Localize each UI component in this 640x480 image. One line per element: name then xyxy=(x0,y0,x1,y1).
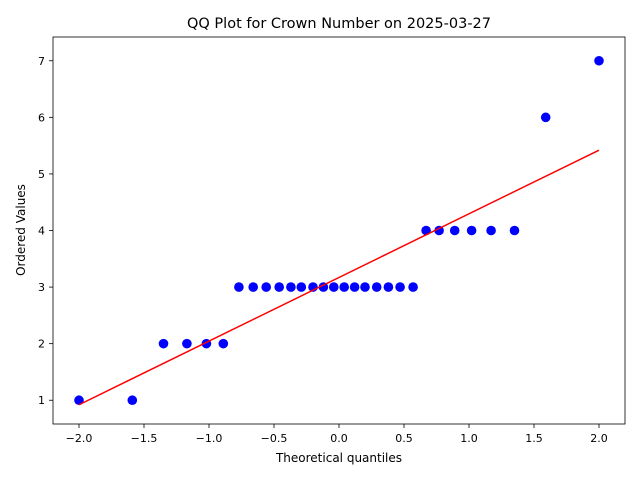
y-tick-label: 4 xyxy=(38,225,45,238)
y-tick-label: 2 xyxy=(38,338,45,351)
data-point-24 xyxy=(449,225,460,236)
x-tick-label: −0.5 xyxy=(261,432,288,445)
data-point-17 xyxy=(360,282,370,292)
x-tick-label: −2.0 xyxy=(66,432,93,445)
fit-line xyxy=(78,149,600,406)
data-point-10 xyxy=(286,282,296,292)
data-point-9 xyxy=(274,282,285,292)
data-point-20 xyxy=(395,282,405,292)
data-point-5 xyxy=(218,338,229,349)
data-point-15 xyxy=(339,282,350,292)
data-point-0 xyxy=(74,395,84,406)
x-tick-label: −1.5 xyxy=(131,432,158,445)
x-tick-label: 1.5 xyxy=(525,432,543,445)
y-tick-label: 5 xyxy=(38,168,45,181)
data-point-3 xyxy=(182,338,192,349)
x-tick-label: 0.0 xyxy=(330,432,348,445)
data-point-21 xyxy=(408,282,418,292)
y-tick-label: 7 xyxy=(38,55,45,68)
x-tick-label: −1.0 xyxy=(196,432,223,445)
data-point-11 xyxy=(296,282,307,292)
x-axis-label: Theoretical quantiles xyxy=(275,451,402,465)
data-point-27 xyxy=(509,225,520,236)
chart-title: QQ Plot for Crown Number on 2025-03-27 xyxy=(187,16,491,32)
y-tick-label: 3 xyxy=(38,281,45,294)
plot-area xyxy=(74,55,604,406)
data-point-2 xyxy=(158,338,169,349)
data-point-25 xyxy=(466,225,477,236)
y-axis-label: Ordered Values xyxy=(14,184,28,276)
data-point-29 xyxy=(594,55,604,66)
data-point-8 xyxy=(261,282,272,292)
y-tick-label: 1 xyxy=(38,394,45,407)
data-point-6 xyxy=(234,282,244,292)
x-tick-label: 0.5 xyxy=(395,432,413,445)
data-point-16 xyxy=(349,282,360,292)
data-point-1 xyxy=(127,395,138,406)
data-point-19 xyxy=(383,282,394,292)
data-point-26 xyxy=(486,225,496,236)
plot-frame xyxy=(52,36,626,425)
data-point-14 xyxy=(329,282,339,292)
axes: −2.0 −1.5 −1.0 −0.5 0.0 0.5 1.0 1.5 2.0 1 2 3 4 5 6 7 xyxy=(38,36,626,445)
data-point-7 xyxy=(248,282,258,292)
y-tick-label: 6 xyxy=(38,111,45,124)
x-tick-label: 2.0 xyxy=(590,432,608,445)
x-tick-label: 1.0 xyxy=(460,432,478,445)
data-point-28 xyxy=(540,112,551,123)
data-point-18 xyxy=(371,282,382,292)
